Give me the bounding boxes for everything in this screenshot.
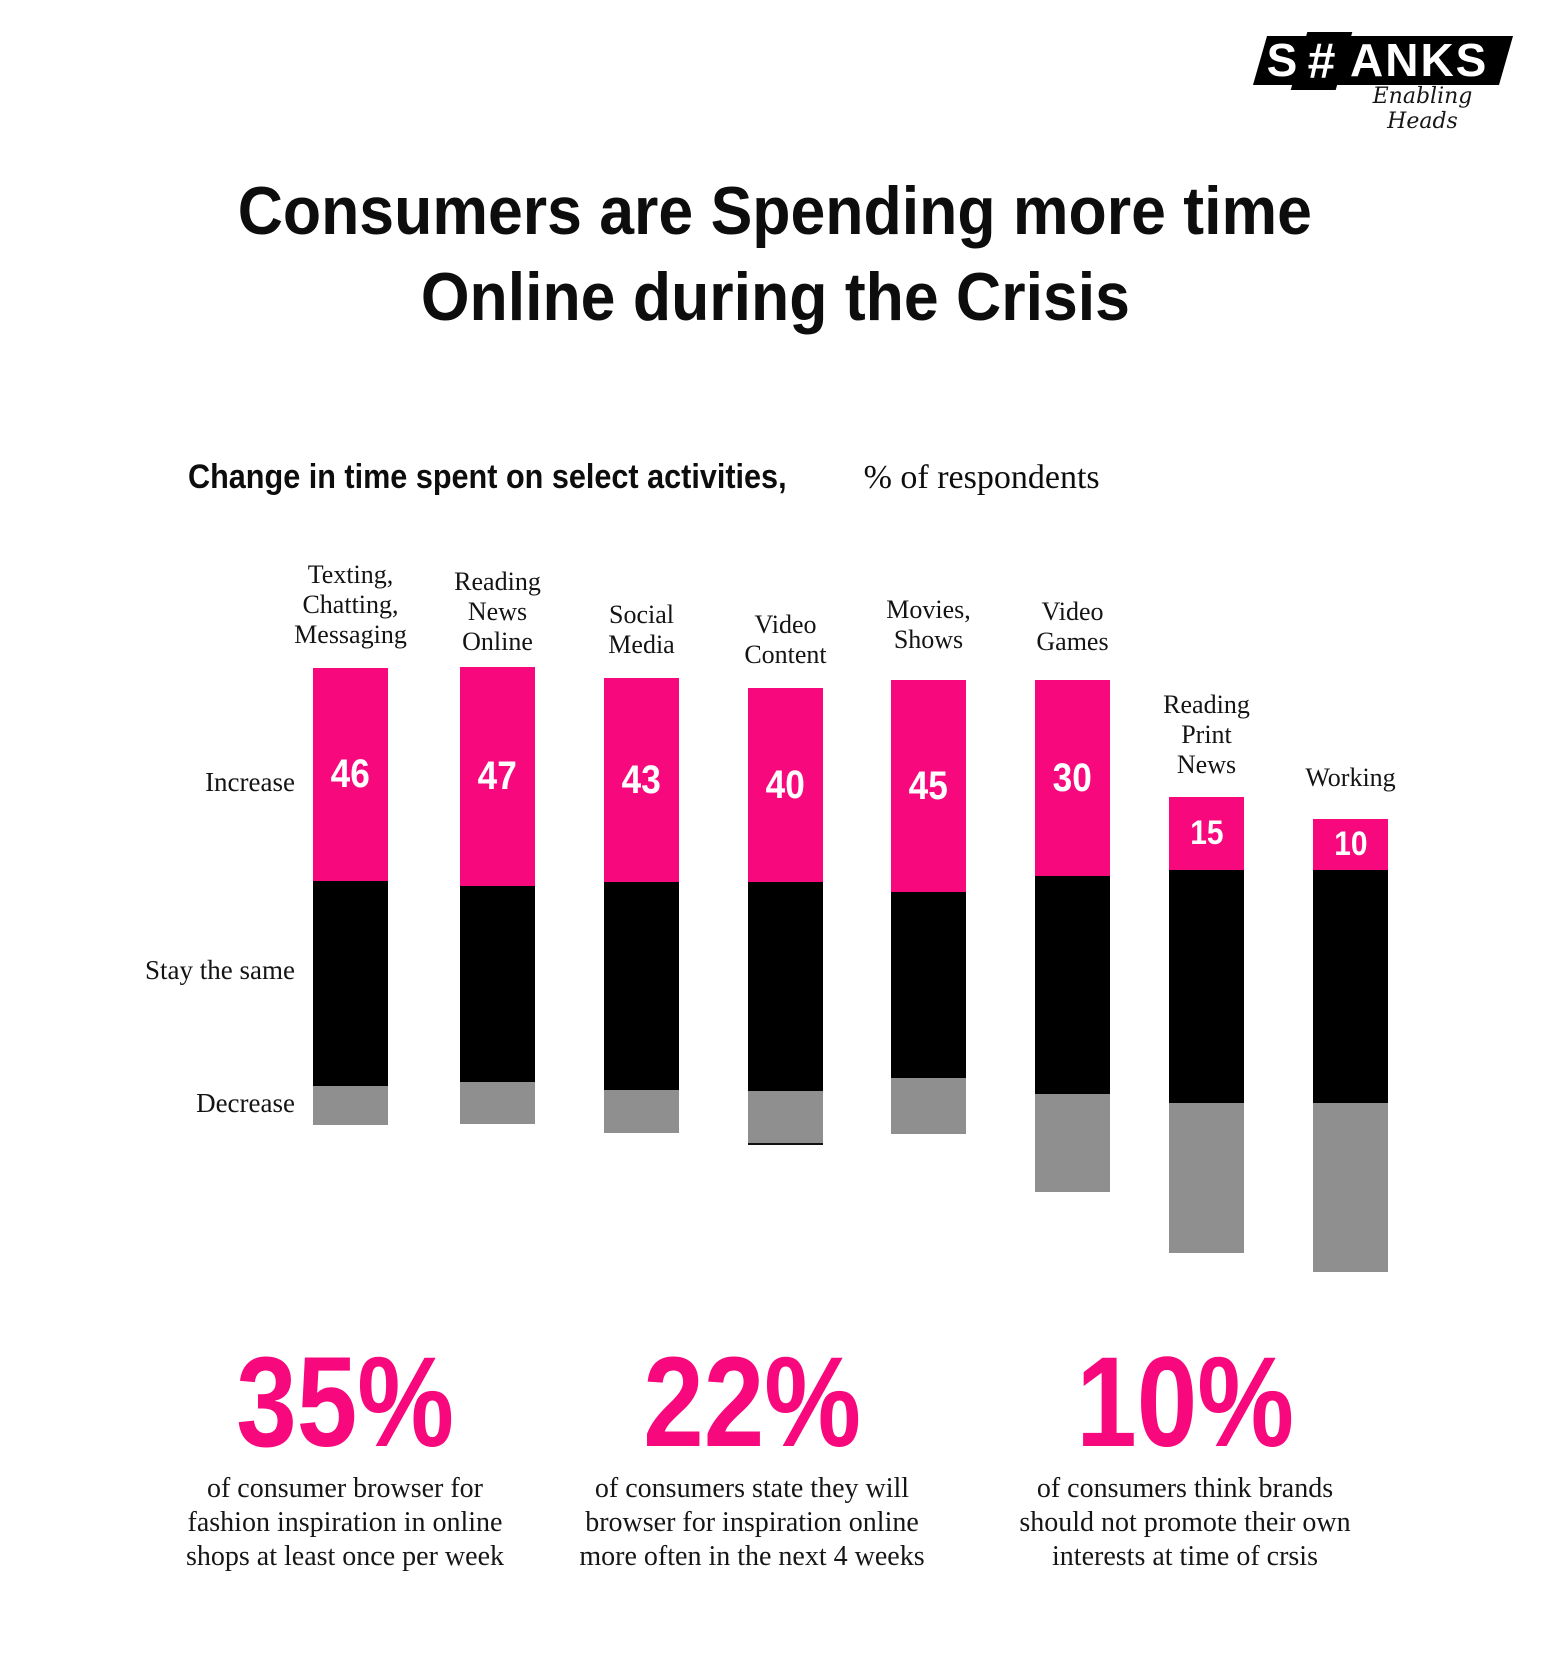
stat-percent: 10% xyxy=(1076,1331,1294,1474)
row-label-decrease: Decrease xyxy=(196,1088,295,1118)
bar-segment-decrease xyxy=(460,1082,535,1124)
bar-video-games: 30 xyxy=(1035,680,1110,1192)
logo-letters-anks: ANKS xyxy=(1350,34,1489,86)
stat-block-fashion: 35% of consumer browser for fashion insp… xyxy=(85,1331,605,1574)
bar-segment-stay-the-same xyxy=(604,882,679,1090)
logo-hash-icon: # xyxy=(1307,33,1336,89)
stat-text: of consumer browser for fashion inspirat… xyxy=(85,1472,605,1574)
stat-text: of consumers state they will browser for… xyxy=(492,1472,1012,1574)
logo-letter-s: S xyxy=(1266,34,1298,86)
bar-segment-decrease xyxy=(1169,1103,1244,1253)
bar-category-label: Video Games xyxy=(1036,597,1109,656)
bar-segment-increase: 15 xyxy=(1169,797,1244,870)
stat-percent: 35% xyxy=(236,1331,454,1474)
bar-category-label: Reading Print News xyxy=(1163,690,1250,779)
subtitle-bold: Change in time spent on select activitie… xyxy=(188,458,787,496)
bar-texting-chatting-messaging: 46 xyxy=(313,668,388,1125)
bar-segment-increase: 43 xyxy=(604,678,679,882)
bar-movies-shows: 45 xyxy=(891,680,966,1134)
bar-category-label: Social Media xyxy=(608,600,675,659)
bar-segment-stay-the-same xyxy=(460,886,535,1082)
chart-subtitle: Change in time spent on select activitie… xyxy=(188,458,1388,497)
stat-text: of consumers think brands should not pro… xyxy=(925,1472,1445,1574)
bar-video-content: 40 xyxy=(748,688,823,1145)
stat-text-line: should not promote their own xyxy=(1019,1507,1351,1538)
bar-value-label: 15 xyxy=(1189,814,1224,852)
stat-text-line: browser for inspiration online xyxy=(585,1507,919,1538)
bar-segment-stay-the-same xyxy=(1035,876,1110,1094)
bar-segment-increase: 45 xyxy=(891,680,966,892)
bar-category-label: Video Content xyxy=(744,610,827,669)
bar-segment-decrease xyxy=(1313,1103,1388,1272)
bar-category-label: Texting, Chatting, Messaging xyxy=(294,560,407,649)
bar-segment-increase: 47 xyxy=(460,667,535,886)
stat-text-line: of consumer browser for xyxy=(206,1473,484,1504)
stat-text-line: shops at least once per week xyxy=(186,1541,504,1572)
bar-segment-increase: 46 xyxy=(313,668,388,881)
row-label-stay-the-same: Stay the same xyxy=(145,955,295,985)
bar-segment-stay-the-same xyxy=(1169,870,1244,1103)
bar-segment-increase: 10 xyxy=(1313,819,1388,870)
bar-value-label: 46 xyxy=(330,752,371,796)
bar-category-label: Reading News Online xyxy=(454,567,541,656)
bar-segment-decrease xyxy=(313,1086,388,1125)
bar-segment-increase: 40 xyxy=(748,688,823,882)
bar-segment-decrease xyxy=(748,1091,823,1145)
stat-text-line: of consumers think brands xyxy=(1036,1473,1334,1504)
stat-percent: 22% xyxy=(643,1331,861,1474)
subtitle-regular: % of respondents xyxy=(863,459,1100,496)
stat-block-brands: 10% of consumers think brands should not… xyxy=(925,1331,1445,1574)
logo-tagline: Enabling Heads xyxy=(1372,84,1473,134)
title-line-2: Online during the Crisis xyxy=(420,259,1130,335)
bar-category-label: Movies, Shows xyxy=(886,595,971,654)
bar-reading-news-online: 47 xyxy=(460,667,535,1124)
bar-segment-stay-the-same xyxy=(1313,870,1388,1103)
row-label-increase: Increase xyxy=(205,767,295,797)
bar-working: 10 xyxy=(1313,819,1388,1272)
bar-value-label: 43 xyxy=(621,757,662,802)
stat-text-line: interests at time of crsis xyxy=(1052,1541,1318,1572)
page-title: Consumers are Spending more time Online … xyxy=(0,168,1550,340)
stat-text-line: more often in the next 4 weeks xyxy=(579,1541,925,1572)
bar-value-label: 40 xyxy=(765,762,806,807)
bar-value-label: 30 xyxy=(1052,755,1093,800)
bar-social-media: 43 xyxy=(604,678,679,1133)
bar-value-label: 47 xyxy=(477,754,518,798)
bar-segment-decrease xyxy=(891,1078,966,1134)
bar-reading-print-news: 15 xyxy=(1169,797,1244,1253)
bar-segment-decrease xyxy=(1035,1094,1110,1192)
bar-segment-stay-the-same xyxy=(748,882,823,1091)
stat-text-line: of consumers state they will xyxy=(594,1473,910,1504)
stat-text-line: fashion inspiration in online xyxy=(187,1507,503,1538)
bar-segment-stay-the-same xyxy=(891,892,966,1078)
bar-segment-stay-the-same xyxy=(313,881,388,1086)
bar-segment-decrease xyxy=(604,1090,679,1133)
title-line-1: Consumers are Spending more time xyxy=(237,173,1313,249)
bar-value-label: 10 xyxy=(1333,825,1368,863)
bar-category-label: Working xyxy=(1305,763,1396,792)
bar-value-label: 45 xyxy=(908,763,949,808)
bar-segment-increase: 30 xyxy=(1035,680,1110,876)
stat-block-inspiration: 22% of consumers state they will browser… xyxy=(492,1331,1012,1574)
